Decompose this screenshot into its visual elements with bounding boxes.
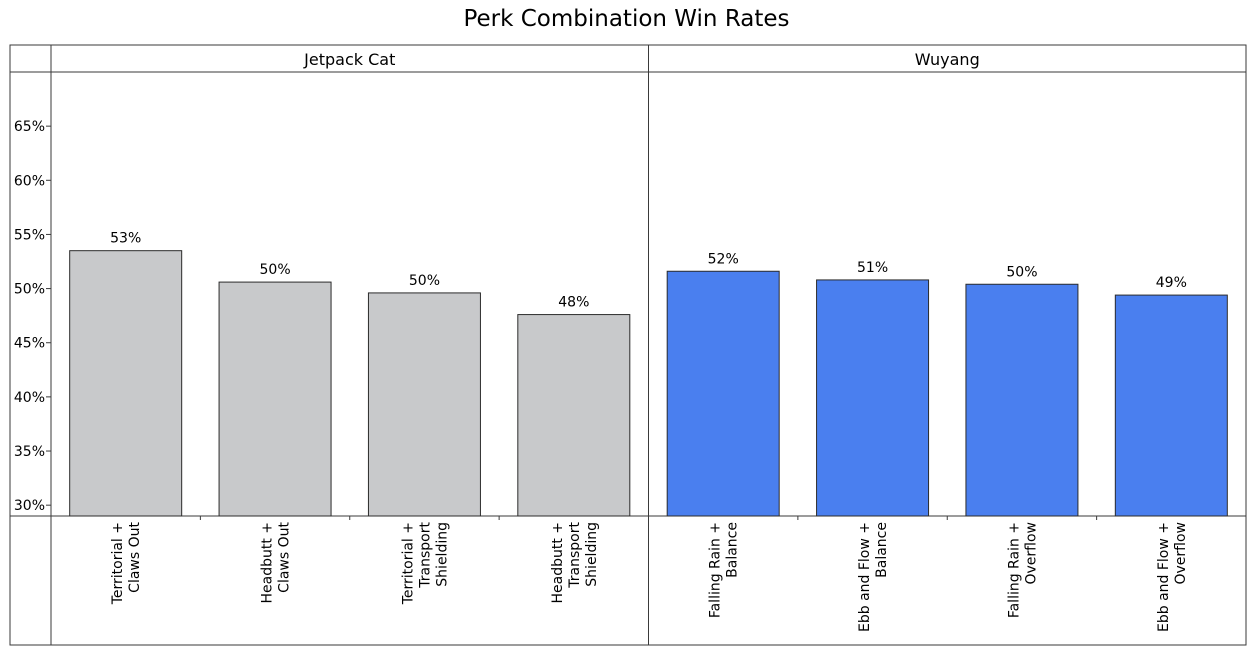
data-label: 53% (110, 231, 141, 247)
outer-frame (9, 44, 1247, 646)
y-tick-label: 65% (14, 119, 45, 135)
bar (367, 292, 481, 517)
y-tick-label: 35% (14, 444, 45, 460)
data-label: 49% (1156, 275, 1187, 291)
y-tick-label: 55% (14, 227, 45, 243)
bars (69, 250, 1228, 517)
bar (816, 279, 930, 517)
bar (69, 250, 183, 517)
y-tick-label: 45% (14, 336, 45, 352)
x-tick-label: Falling Rain +Overflow (1006, 522, 1039, 618)
data-label: 50% (260, 262, 291, 278)
x-tick-label: Falling Rain +Balance (708, 522, 741, 618)
panel-headers: Jetpack Cat Wuyang (303, 50, 980, 69)
panel-header: Wuyang (915, 50, 980, 69)
bar (1114, 294, 1228, 517)
y-tick-label: 30% (14, 498, 45, 514)
x-tick-label: Territorial +TransportShielding (400, 521, 450, 605)
data-label: 50% (409, 273, 440, 289)
y-tick-label: 60% (14, 173, 45, 189)
y-tick-label: 40% (14, 390, 45, 406)
chart-frame (9, 44, 1247, 646)
bar (517, 314, 631, 517)
x-tick-label: Ebb and Flow +Overflow (1156, 522, 1189, 632)
data-label: 52% (708, 251, 739, 267)
data-label: 48% (558, 295, 589, 311)
x-tick-label: Ebb and Flow +Balance (857, 522, 890, 632)
bar (965, 283, 1079, 517)
panel-header: Jetpack Cat (303, 50, 395, 69)
x-tick-label: Headbutt +TransportShielding (550, 521, 600, 603)
chart-title: Perk Combination Win Rates (463, 6, 790, 32)
data-label: 50% (1006, 264, 1037, 280)
x-axis: Territorial +Claws Out Headbutt +Claws Ou… (110, 516, 1189, 632)
data-labels: 53% 50% 50% 48% 52% 51% 50% 49% (110, 231, 1187, 311)
bar (218, 281, 332, 517)
y-axis: 30% 35% 40% 45% 50% 55% 60% 65% (14, 119, 51, 514)
x-tick-label: Territorial +Claws Out (110, 521, 143, 605)
x-tick-label: Headbutt +Claws Out (260, 521, 293, 603)
bar (666, 270, 780, 517)
data-label: 51% (857, 260, 888, 276)
y-tick-label: 50% (14, 282, 45, 298)
